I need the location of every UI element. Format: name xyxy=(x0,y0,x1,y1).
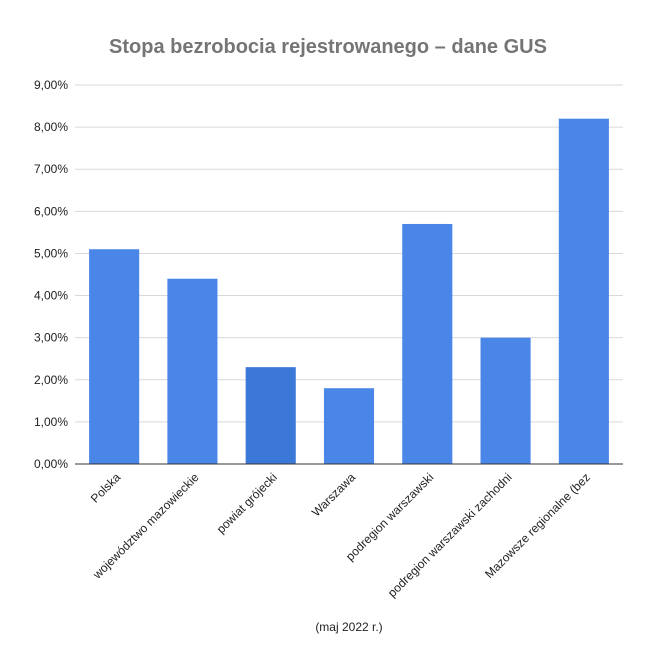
bar xyxy=(323,388,375,464)
bar xyxy=(245,367,296,464)
x-axis-label: (maj 2022 r.) xyxy=(315,620,382,634)
bar xyxy=(167,278,218,464)
x-category-label: podregion warszawski zachodni xyxy=(385,470,515,600)
x-category-label: Warszawa xyxy=(309,470,358,519)
y-tick-label: 1,00% xyxy=(34,415,68,429)
bar xyxy=(480,337,531,464)
gridlines xyxy=(75,84,623,423)
x-category-label: Polska xyxy=(88,470,124,506)
y-tick-label: 2,00% xyxy=(34,373,68,387)
y-tick-label: 8,00% xyxy=(34,120,68,134)
y-tick-label: 4,00% xyxy=(34,289,68,303)
y-tick-label: 7,00% xyxy=(34,162,68,176)
y-tick-label: 3,00% xyxy=(34,331,68,345)
x-category-label: powiat grójecki xyxy=(214,470,280,536)
bar xyxy=(558,118,609,464)
y-tick-label: 6,00% xyxy=(34,204,68,218)
bar xyxy=(89,249,140,464)
y-tick-label: 0,00% xyxy=(34,457,68,471)
y-axis-ticks: 0,00% 1,00% 2,00% 3,00% 4,00% 5,00% 6,00% 7,00%… xyxy=(34,78,68,471)
x-category-label: podregion warszawski xyxy=(343,470,436,563)
bars xyxy=(89,118,609,464)
y-tick-label: 5,00% xyxy=(34,246,68,260)
chart-title: Stopa bezrobocia rejestrowanego – dane G… xyxy=(109,36,547,58)
bar xyxy=(402,223,453,464)
y-tick-label: 9,00% xyxy=(34,78,68,92)
